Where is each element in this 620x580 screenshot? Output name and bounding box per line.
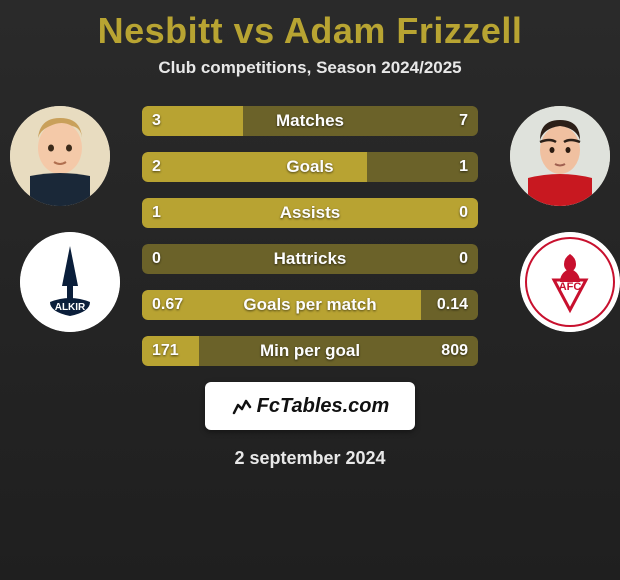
stat-label: Min per goal	[142, 336, 478, 366]
branding-text: FcTables.com	[257, 395, 390, 418]
club-left-badge: ALKIR	[20, 232, 120, 332]
stat-label: Assists	[142, 198, 478, 228]
comparison-body: ALKIR AFC 37Matches 21Goals 10Assists 00Hat…	[0, 106, 620, 366]
stats-container: 37Matches 21Goals 10Assists 00Hattricks 0.67…	[142, 106, 478, 366]
stat-row: 00Hattricks	[142, 244, 478, 274]
svg-text:AFC: AFC	[559, 281, 582, 293]
stat-row: 21Goals	[142, 152, 478, 182]
comparison-subtitle: Club competitions, Season 2024/2025	[0, 58, 620, 78]
stat-label: Goals	[142, 152, 478, 182]
stat-row: 171809Min per goal	[142, 336, 478, 366]
svg-text:ALKIR: ALKIR	[55, 302, 86, 313]
stat-row: 37Matches	[142, 106, 478, 136]
branding-box: FcTables.com	[205, 382, 415, 430]
branding-icon	[231, 395, 253, 417]
stat-row: 0.670.14Goals per match	[142, 290, 478, 320]
club-right-badge: AFC	[520, 232, 620, 332]
player-left-avatar	[10, 106, 110, 206]
stat-row: 10Assists	[142, 198, 478, 228]
player-right-avatar	[510, 106, 610, 206]
stat-label: Hattricks	[142, 244, 478, 274]
comparison-title: Nesbitt vs Adam Frizzell	[0, 0, 620, 52]
stat-label: Goals per match	[142, 290, 478, 320]
branding-label: FcTables.com	[231, 395, 390, 418]
stat-label: Matches	[142, 106, 478, 136]
comparison-date: 2 september 2024	[0, 448, 620, 469]
